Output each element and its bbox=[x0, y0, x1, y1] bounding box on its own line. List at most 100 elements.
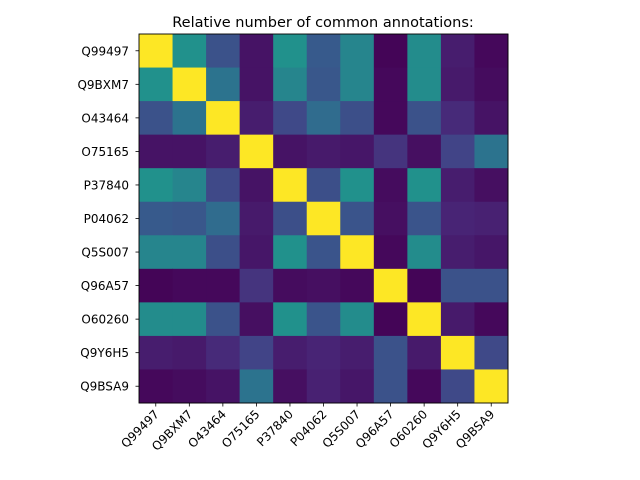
heatmap-cell bbox=[172, 34, 207, 69]
heatmap-cell bbox=[273, 235, 308, 270]
heatmap-cell bbox=[273, 335, 308, 370]
y-tick-label: Q96A57 bbox=[81, 279, 129, 293]
heatmap-cell bbox=[172, 369, 207, 404]
heatmap-cell bbox=[306, 134, 341, 169]
heatmap-cell bbox=[407, 168, 442, 203]
heatmap-cell bbox=[440, 67, 475, 102]
heatmap-cell bbox=[407, 201, 442, 236]
heatmap-cell bbox=[139, 201, 174, 236]
x-axis: Q99497Q9BXM7O43464O75165P37840P04062Q5S0… bbox=[118, 403, 497, 454]
heatmap-cell bbox=[139, 369, 174, 404]
heatmap-cell bbox=[440, 101, 475, 136]
heatmap-cell bbox=[206, 335, 241, 370]
heatmap-cell bbox=[239, 134, 274, 169]
heatmap-cell bbox=[306, 369, 341, 404]
heatmap-cell bbox=[239, 34, 274, 69]
heatmap-cell bbox=[206, 168, 241, 203]
heatmap-cell bbox=[474, 134, 509, 169]
heatmap-cell bbox=[474, 302, 509, 337]
heatmap-cell bbox=[306, 101, 341, 136]
y-tick-label: P37840 bbox=[84, 178, 129, 192]
heatmap-cell bbox=[306, 268, 341, 303]
heatmap-cell bbox=[407, 235, 442, 270]
heatmap-cells bbox=[139, 34, 509, 404]
heatmap-cell bbox=[206, 67, 241, 102]
heatmap-cell bbox=[239, 369, 274, 404]
heatmap-cell bbox=[407, 67, 442, 102]
heatmap-cell bbox=[373, 101, 408, 136]
heatmap-cell bbox=[440, 302, 475, 337]
heatmap-cell bbox=[273, 369, 308, 404]
heatmap-cell bbox=[474, 168, 509, 203]
heatmap-cell bbox=[139, 335, 174, 370]
heatmap-cell bbox=[306, 302, 341, 337]
y-tick-label: Q9BSA9 bbox=[80, 380, 129, 394]
heatmap-cell bbox=[306, 34, 341, 69]
heatmap-cell bbox=[306, 235, 341, 270]
heatmap-cell bbox=[407, 302, 442, 337]
y-tick-label: Q99497 bbox=[81, 44, 129, 58]
heatmap-cell bbox=[273, 67, 308, 102]
y-tick-label: P04062 bbox=[84, 212, 129, 226]
heatmap-cell bbox=[239, 268, 274, 303]
heatmap-cell bbox=[407, 335, 442, 370]
chart-title: Relative number of common annotations: bbox=[172, 15, 474, 31]
heatmap-cell bbox=[206, 101, 241, 136]
y-tick-label: Q5S007 bbox=[81, 246, 129, 260]
y-tick-label: O75165 bbox=[81, 145, 129, 159]
heatmap-cell bbox=[340, 67, 375, 102]
heatmap-cell bbox=[440, 201, 475, 236]
heatmap-cell bbox=[373, 268, 408, 303]
heatmap-cell bbox=[239, 302, 274, 337]
heatmap-cell bbox=[273, 134, 308, 169]
heatmap-cell bbox=[306, 201, 341, 236]
heatmap-cell bbox=[206, 235, 241, 270]
heatmap-cell bbox=[172, 201, 207, 236]
heatmap-cell bbox=[407, 101, 442, 136]
heatmap-cell bbox=[139, 67, 174, 102]
heatmap-cell bbox=[172, 335, 207, 370]
heatmap-cell bbox=[340, 235, 375, 270]
heatmap-cell bbox=[440, 369, 475, 404]
heatmap-cell bbox=[373, 302, 408, 337]
heatmap-cell bbox=[206, 34, 241, 69]
heatmap-cell bbox=[373, 335, 408, 370]
y-tick-label: Q9Y6H5 bbox=[80, 346, 129, 360]
heatmap-cell bbox=[440, 34, 475, 69]
heatmap-cell bbox=[440, 168, 475, 203]
heatmap-cell bbox=[474, 369, 509, 404]
heatmap-cell bbox=[474, 67, 509, 102]
heatmap-cell bbox=[373, 168, 408, 203]
heatmap-cell bbox=[340, 201, 375, 236]
heatmap-cell bbox=[239, 67, 274, 102]
heatmap-cell bbox=[139, 302, 174, 337]
heatmap-cell bbox=[474, 335, 509, 370]
heatmap-cell bbox=[407, 134, 442, 169]
heatmap-cell bbox=[172, 134, 207, 169]
heatmap-cell bbox=[273, 34, 308, 69]
heatmap-cell bbox=[139, 168, 174, 203]
heatmap-cell bbox=[206, 201, 241, 236]
heatmap-cell bbox=[273, 302, 308, 337]
heatmap-cell bbox=[206, 268, 241, 303]
heatmap-cell bbox=[172, 101, 207, 136]
y-tick-label: O60260 bbox=[81, 313, 129, 327]
heatmap-cell bbox=[239, 235, 274, 270]
heatmap-cell bbox=[172, 67, 207, 102]
heatmap-cell bbox=[440, 268, 475, 303]
heatmap-cell bbox=[172, 268, 207, 303]
heatmap-cell bbox=[206, 302, 241, 337]
heatmap-cell bbox=[474, 235, 509, 270]
heatmap-cell bbox=[340, 369, 375, 404]
heatmap-cell bbox=[206, 369, 241, 404]
heatmap-cell bbox=[306, 335, 341, 370]
heatmap-cell bbox=[440, 335, 475, 370]
heatmap-cell bbox=[373, 34, 408, 69]
y-axis: Q99497 Q9BXM7 O43464 O75165 P37840 P04062 Q5S0… bbox=[77, 44, 139, 394]
heatmap-cell bbox=[206, 134, 241, 169]
heatmap-cell bbox=[407, 34, 442, 69]
heatmap-cell bbox=[139, 134, 174, 169]
heatmap-cell bbox=[440, 235, 475, 270]
heatmap-cell bbox=[340, 268, 375, 303]
